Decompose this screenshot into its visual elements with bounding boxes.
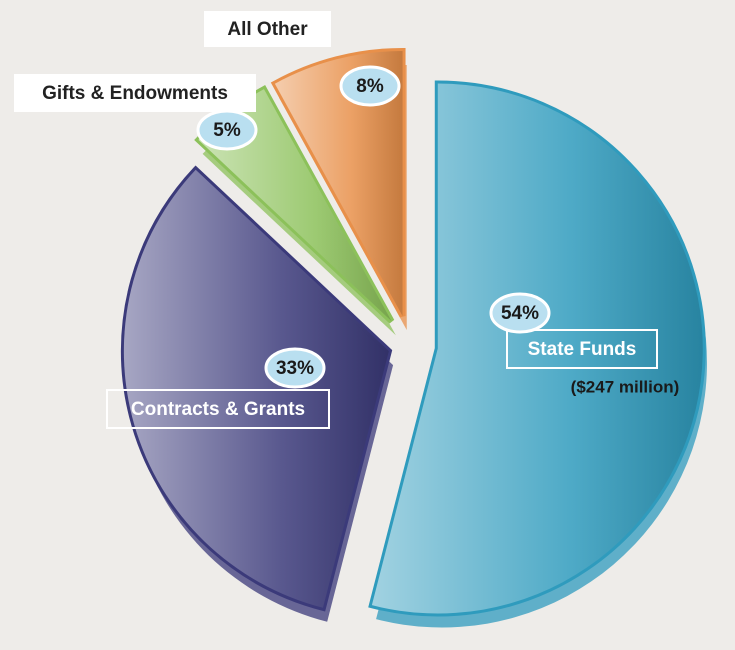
category-label: Gifts & Endowments [42,83,228,104]
slice-shade [198,89,392,322]
category-box [204,11,331,47]
pie [120,47,707,628]
slice-shade [123,169,389,608]
slice-shade [371,83,703,614]
category-box [14,74,256,112]
data-label: 54% [501,303,539,324]
data-label: 33% [276,358,314,379]
category-label: All Other [227,19,308,40]
data-label: 8% [356,76,384,97]
percent-bubble [196,109,258,151]
percent-bubble [489,292,551,334]
category-label: Contracts & Grants [131,399,305,420]
labels: State Funds 54% Contracts & Grants 33% Gifts… [14,11,680,429]
category-label: State Funds [528,339,637,360]
percent-bubble [264,347,326,389]
category-box [506,329,658,369]
annotation: ($247 million) [571,377,680,396]
slice-shade [274,50,403,316]
category-box [106,389,330,429]
percent-bubble [339,65,401,107]
data-label: 5% [213,120,241,141]
